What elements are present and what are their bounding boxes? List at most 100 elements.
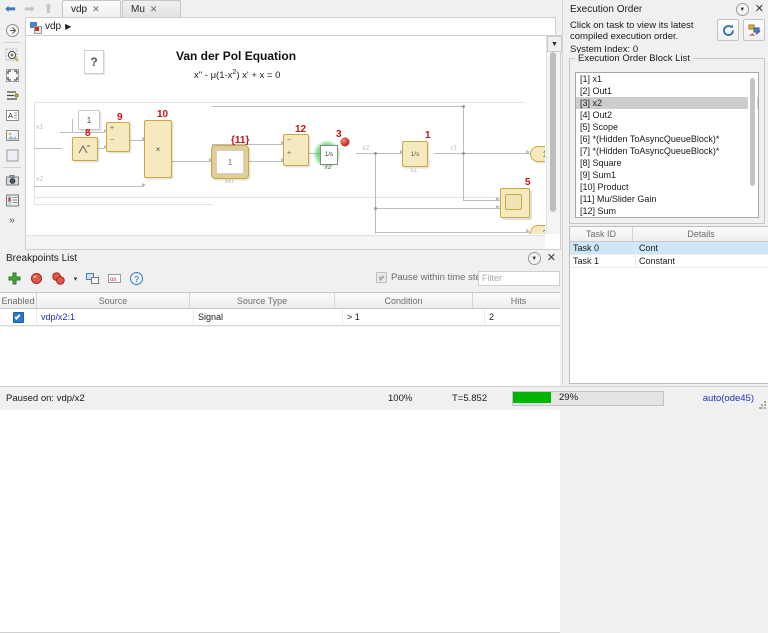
list-item[interactable]: [9] Sum1	[580, 170, 617, 180]
row-enabled-checkbox[interactable]	[0, 309, 37, 325]
list-item-selected[interactable]: [3] x2	[576, 97, 758, 109]
os-breakpoint-icon[interactable]: os	[106, 270, 123, 287]
help-icon[interactable]: ?	[128, 270, 145, 287]
resize-grip-icon[interactable]	[759, 401, 766, 409]
zoom-level[interactable]: 100%	[388, 393, 413, 404]
list-item[interactable]: [2] Out1	[580, 86, 613, 96]
breakpoints-panel-buttons: ▼ ✕	[527, 252, 556, 265]
scrollbar-thumb[interactable]	[550, 52, 556, 212]
row-source-link[interactable]: vdp/x2:1	[41, 312, 76, 322]
forward-button[interactable]: ➡	[21, 1, 38, 16]
list-item[interactable]: [10] Product	[580, 182, 629, 192]
breadcrumb[interactable]: vdp ▶	[25, 17, 556, 36]
table-row[interactable]: vdp/x2:1 Signal > 1 2	[0, 309, 581, 326]
navigate-icon-button[interactable]	[1, 20, 23, 40]
list-item[interactable]: [11] Mu/Slider Gain	[580, 194, 657, 204]
mu-slider-gain-subsystem[interactable]: 1	[211, 145, 249, 179]
up-button[interactable]: ⬆	[40, 1, 57, 16]
constant-block[interactable]: 1	[78, 110, 100, 130]
scope-block[interactable]	[500, 188, 530, 218]
column-header-enabled[interactable]: Enabled	[0, 293, 37, 308]
outport-1[interactable]: 1	[530, 146, 545, 162]
close-icon[interactable]: ✕	[754, 3, 764, 15]
list-item[interactable]: [4] Out2	[580, 110, 613, 120]
chevron-right-icon[interactable]: ▶	[65, 22, 72, 31]
panel-options-icon[interactable]: ▼	[735, 3, 749, 16]
annotation-area-icon-button[interactable]	[1, 145, 23, 165]
column-header-task-id[interactable]: Task ID	[570, 227, 633, 241]
list-item[interactable]: [8] Square	[580, 158, 622, 168]
close-icon[interactable]: ✕	[92, 3, 100, 14]
filter-input[interactable]: Filter	[478, 271, 560, 286]
list-item[interactable]: [6] *(Hidden ToAsyncQueueBlock)*	[580, 134, 720, 144]
canvas-horizontal-scrollbar[interactable]	[26, 235, 545, 249]
diagram-canvas[interactable]: Van der Pol Equation x" - μ(1-x2) x' + x…	[26, 36, 545, 234]
wire	[375, 208, 500, 209]
update-diagram-button[interactable]	[717, 19, 739, 41]
camera-snapshot-icon-button[interactable]	[1, 170, 23, 190]
scrollbar-thumb[interactable]	[750, 78, 755, 186]
wire	[34, 148, 62, 149]
breakpoint-marker-icon[interactable]	[341, 138, 349, 146]
expand-palette-icon: »	[9, 214, 15, 226]
row-condition[interactable]: > 1	[343, 309, 485, 325]
add-breakpoint-icon[interactable]	[6, 270, 23, 287]
chevron-down-icon[interactable]: ▼	[547, 36, 562, 52]
list-item[interactable]: [1] x1	[580, 74, 603, 84]
close-icon[interactable]: ✕	[546, 252, 556, 264]
signal-routing-icon-button[interactable]	[1, 85, 23, 105]
breakpoint-dropdown-arrow[interactable]: ▾	[72, 270, 79, 287]
wire	[375, 232, 530, 233]
column-header-hits[interactable]: Hits	[473, 293, 565, 308]
disable-breakpoint-icon[interactable]	[28, 270, 45, 287]
execution-number-9: 9	[117, 112, 123, 123]
block-list-scrollbar[interactable]	[748, 74, 757, 216]
annotation-text-icon-button[interactable]: A	[1, 105, 23, 125]
execution-number-12: 12	[295, 124, 307, 135]
column-header-details[interactable]: Details	[633, 227, 768, 241]
svg-text:A: A	[8, 111, 13, 120]
list-item[interactable]: [5] Scope	[580, 122, 619, 132]
step-options-icon[interactable]	[84, 270, 101, 287]
clear-all-breakpoints-icon[interactable]	[50, 270, 67, 287]
simulation-time: T=5.852	[452, 393, 488, 404]
task-row-selected[interactable]: Task 0 Cont	[570, 242, 768, 255]
navigation-buttons: ⬅ ➡ ⬆	[2, 1, 57, 16]
column-header-source[interactable]: Source	[37, 293, 190, 308]
tab-vdp-label: vdp	[71, 3, 88, 15]
highlight-blocks-button[interactable]	[743, 19, 765, 41]
list-item[interactable]: [12] Sum	[580, 206, 617, 216]
breakpoints-table-empty-area[interactable]	[0, 327, 560, 633]
task-row[interactable]: Task 1 Constant	[570, 255, 768, 268]
help-annotation-block[interactable]: ?	[84, 50, 104, 74]
canvas-vertical-scrollbar[interactable]: ▼	[546, 36, 562, 234]
product-block[interactable]: ×	[144, 120, 172, 178]
fit-to-view-icon-button[interactable]	[1, 65, 23, 85]
square-block[interactable]	[72, 137, 98, 161]
solver-label[interactable]: auto(ode45)	[702, 393, 754, 404]
outport-2[interactable]: 2	[530, 225, 545, 234]
sum-block[interactable]: − +	[283, 134, 309, 166]
close-icon[interactable]: ✕	[149, 3, 158, 14]
row-source[interactable]: vdp/x2:1	[37, 309, 194, 325]
zoom-in-icon-button[interactable]	[1, 45, 23, 65]
library-browser-icon-button[interactable]	[1, 190, 23, 210]
pause-within-time-step-checkbox[interactable]: Pause within time step	[376, 272, 486, 283]
chevron-down-icon: ▾	[73, 275, 78, 283]
execution-order-block-list[interactable]: [1] x1 [2] Out1 [3] x2 [4] Out2 [5] Scop…	[575, 72, 759, 218]
integrator-x1-block[interactable]: 1/s	[402, 141, 428, 167]
list-item[interactable]: [7] *(Hidden ToAsyncQueueBlock)*	[580, 146, 720, 156]
annotation-image-icon-button[interactable]	[1, 125, 23, 145]
back-button[interactable]: ⬅	[2, 1, 19, 16]
wire	[463, 200, 500, 201]
integrator-x2-block[interactable]: 1/s	[320, 145, 338, 165]
diagram-canvas-wrapper: Van der Pol Equation x" - μ(1-x2) x' + x…	[25, 35, 562, 250]
column-header-source-type[interactable]: Source Type	[190, 293, 335, 308]
panel-options-icon[interactable]: ▼	[527, 252, 541, 265]
equation-annotation: x" - μ(1-x2) x' + x = 0	[194, 69, 281, 82]
tab-vdp[interactable]: vdp ✕	[62, 0, 121, 17]
expand-palette-button[interactable]: »	[1, 210, 23, 230]
tab-mu[interactable]: Mu ✕	[122, 0, 181, 17]
column-header-condition[interactable]: Condition	[335, 293, 473, 308]
sum1-block[interactable]: + −	[106, 122, 130, 152]
